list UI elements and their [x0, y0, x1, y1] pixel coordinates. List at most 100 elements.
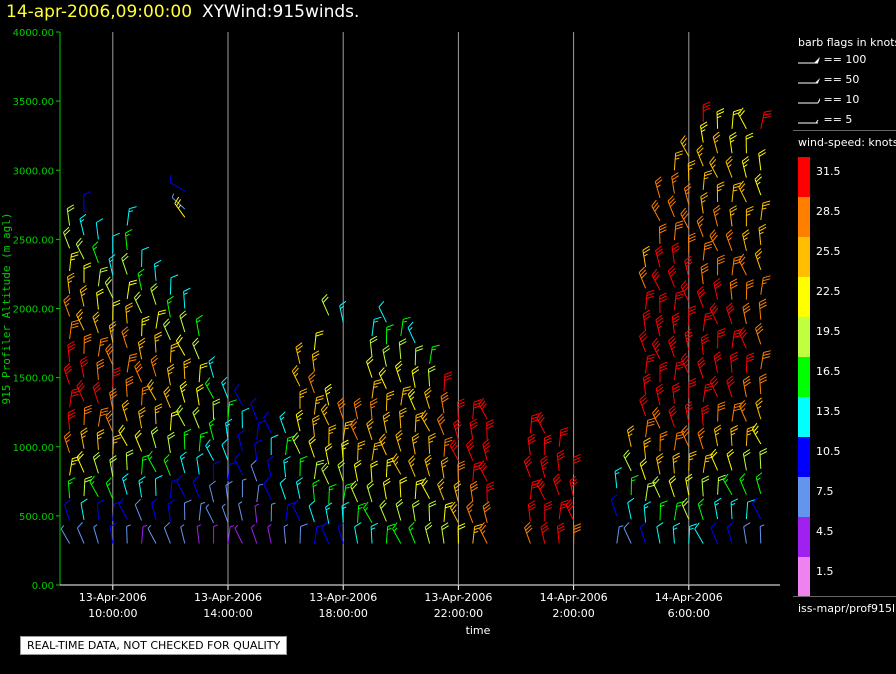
- wind-barb: [371, 316, 382, 337]
- wind-barb-stroke: [710, 522, 719, 544]
- wind-barb-stroke: [527, 433, 536, 456]
- wind-barb-stroke: [154, 403, 163, 425]
- wind-barb-stroke: [395, 360, 403, 383]
- wind-barb: [83, 404, 92, 426]
- wind-barb: [169, 342, 179, 363]
- wind-barb-stroke: [221, 439, 229, 461]
- wind-barb-stroke: [67, 272, 75, 294]
- wind-barb: [424, 387, 432, 409]
- wind-barb-stroke: [263, 477, 272, 500]
- wind-barb-stroke: [407, 321, 416, 344]
- chart-title-bar: 14-apr-2006,09:00:00 XYWind:915winds.: [6, 2, 359, 22]
- x-tick-time-label: 14:00:00: [203, 607, 252, 620]
- wind-barb: [313, 395, 324, 415]
- colorbar-label: 22.5: [816, 285, 841, 298]
- wind-barb: [295, 409, 304, 432]
- wind-barb: [630, 474, 639, 496]
- wind-barb-stroke: [524, 521, 533, 544]
- wind-barb: [667, 195, 676, 218]
- wind-barb-stroke: [667, 265, 677, 288]
- wind-barb-stroke: [313, 395, 324, 415]
- wind-barb-stroke: [80, 498, 88, 520]
- wind-barb-stroke: [196, 524, 202, 544]
- wind-barb-stroke: [737, 107, 747, 130]
- wind-barb-stroke: [752, 497, 762, 519]
- wind-barb-stroke: [437, 478, 445, 501]
- colorbar-label: 19.5: [816, 325, 841, 338]
- wind-barb: [702, 453, 714, 473]
- wind-barb-stroke: [385, 324, 394, 345]
- wind-barb: [726, 375, 735, 398]
- colorbar-label: 25.5: [816, 245, 841, 258]
- x-tick-date-label: 13-Apr-2006: [424, 591, 492, 604]
- wind-barb-stroke: [680, 280, 690, 302]
- wind-barb: [527, 433, 536, 456]
- wind-barb-stroke: [523, 455, 533, 478]
- wind-barb-stroke: [357, 502, 366, 523]
- wind-barb: [760, 200, 771, 221]
- wind-barb-stroke: [325, 502, 333, 524]
- wind-barb-stroke: [147, 379, 157, 401]
- wind-barb-stroke: [241, 478, 247, 498]
- wind-barb: [652, 476, 661, 498]
- colorbar-swatch: [798, 357, 810, 397]
- data-source-label: iss-mapr/prof915l: [798, 602, 896, 615]
- wind-barb: [673, 150, 683, 171]
- wind-barb-stroke: [134, 498, 143, 521]
- wind-barb-stroke: [726, 448, 735, 471]
- wind-barb: [378, 367, 387, 389]
- wind-barb: [179, 451, 187, 474]
- wind-barb: [655, 245, 664, 268]
- wind-barb-stroke: [412, 499, 420, 522]
- wind-barb-stroke: [150, 283, 158, 305]
- wind-barb: [137, 268, 145, 291]
- wind-barb: [378, 300, 387, 323]
- wind-barb-stroke: [478, 460, 488, 482]
- wind-barb-stroke: [729, 278, 738, 300]
- wind-barb: [121, 399, 130, 422]
- wind-barb-stroke: [97, 407, 109, 427]
- wind-barb-stroke: [321, 462, 330, 485]
- wind-barb: [225, 480, 233, 503]
- wind-barb-stroke: [308, 500, 316, 523]
- y-axis-label: 915 Profiler Altitude (m agl): [0, 212, 13, 404]
- wind-barb: [544, 500, 552, 522]
- wind-barb: [382, 345, 390, 367]
- wind-barb: [420, 477, 431, 499]
- wind-barb-stroke: [696, 286, 706, 308]
- wind-barb: [453, 418, 462, 440]
- wind-barb: [118, 424, 128, 446]
- wind-barb: [83, 191, 91, 212]
- wind-barb: [92, 241, 99, 263]
- wind-barb-stroke: [739, 473, 747, 495]
- wind-barb-stroke: [457, 460, 466, 482]
- wind-barb-stroke: [321, 522, 330, 544]
- wind-barb-stroke: [726, 302, 735, 325]
- wind-barb: [643, 501, 652, 523]
- wind-barb-stroke: [109, 388, 118, 410]
- wind-barb-stroke: [623, 522, 632, 544]
- wind-barb: [714, 497, 722, 520]
- wind-barb: [176, 475, 186, 497]
- wind-barb: [688, 305, 696, 326]
- wind-barb: [684, 255, 693, 278]
- wind-barb: [138, 406, 146, 429]
- wind-barb-stroke: [267, 524, 272, 544]
- wind-barb: [313, 524, 325, 544]
- wind-barb-stroke: [479, 522, 488, 544]
- colorbar-swatch: [798, 237, 810, 277]
- wind-barb: [684, 328, 693, 351]
- wind-barb: [147, 450, 157, 473]
- x-tick-time-label: 10:00:00: [88, 607, 137, 620]
- wind-barb-stroke: [751, 422, 762, 445]
- wind-barb: [713, 351, 722, 373]
- wind-barb-stroke: [558, 499, 569, 520]
- wind-barb: [134, 498, 143, 521]
- wind-barb: [486, 419, 494, 440]
- wind-barb: [527, 500, 536, 522]
- wind-barb-stroke: [204, 377, 215, 399]
- colorbar-label: 31.5: [816, 165, 841, 178]
- wind-barb-stroke: [169, 342, 179, 363]
- wind-barb-stroke: [680, 135, 690, 157]
- wind-barb-stroke: [363, 501, 373, 524]
